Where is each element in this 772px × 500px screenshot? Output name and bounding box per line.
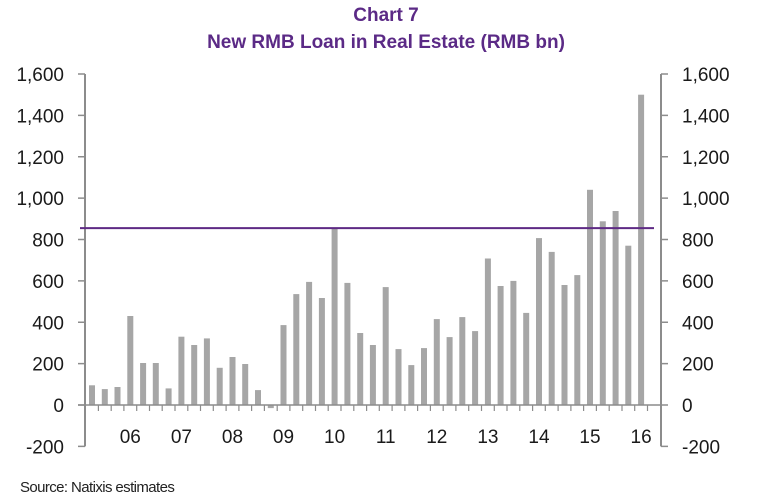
bar <box>293 294 300 405</box>
bar <box>140 363 147 405</box>
x-tick-label: 06 <box>120 427 141 448</box>
bar <box>114 387 121 405</box>
bar <box>280 325 287 405</box>
bar <box>306 281 313 405</box>
right-y-tick-label: 1,600 <box>682 65 730 86</box>
left-y-tick-label: 1,600 <box>16 65 64 86</box>
bar <box>625 245 632 405</box>
left-y-tick-label: 600 <box>32 272 64 293</box>
bar <box>101 389 108 405</box>
bar <box>191 345 198 405</box>
bar <box>510 280 517 405</box>
bar <box>357 333 364 405</box>
bar <box>395 349 402 405</box>
x-tick-label: 11 <box>376 427 396 448</box>
bar <box>587 189 593 405</box>
bar <box>612 211 619 405</box>
left-y-tick-label: 200 <box>32 355 64 376</box>
bar <box>331 228 338 405</box>
source-note: Source: Natixis estimates <box>20 479 175 496</box>
bar <box>638 94 645 405</box>
axes <box>78 73 668 448</box>
bar <box>255 390 261 405</box>
right-y-tick-label: 0 <box>682 396 693 417</box>
bar <box>446 337 453 405</box>
bar <box>574 275 581 405</box>
right-y-tick-label: 1,400 <box>682 106 730 127</box>
x-tick-label: 16 <box>631 427 652 448</box>
bar <box>344 282 351 405</box>
x-tick-label: 10 <box>324 427 345 448</box>
x-tick-label: 15 <box>579 427 600 448</box>
bar <box>318 298 325 405</box>
bar <box>216 367 223 405</box>
x-tick-label: 12 <box>426 427 447 448</box>
left-y-tick-label: 1,200 <box>16 148 64 169</box>
right-y-tick-label: 800 <box>682 231 714 252</box>
left-y-tick-label: 1,400 <box>16 106 64 127</box>
bar <box>203 338 210 405</box>
bar <box>267 405 274 409</box>
right-y-tick-label: 1,000 <box>682 189 730 210</box>
right-y-tick-label: 400 <box>682 313 714 334</box>
bar <box>421 348 427 405</box>
bar <box>536 238 542 405</box>
bar <box>433 319 440 405</box>
bar <box>89 385 95 405</box>
bar <box>242 364 249 405</box>
bar <box>459 317 466 405</box>
x-tick-label: 08 <box>222 427 243 448</box>
bar <box>548 251 555 405</box>
x-tick-label: 09 <box>273 427 294 448</box>
bar <box>472 331 479 405</box>
x-tick-label: 07 <box>171 427 192 448</box>
left-y-tick-label: -200 <box>26 437 64 458</box>
right-y-tick-label: -200 <box>682 437 720 458</box>
left-y-tick-label: 800 <box>32 231 64 252</box>
bar-series <box>89 94 645 409</box>
chart-title-line2: New RMB Loan in Real Estate (RMB bn) <box>207 32 565 53</box>
bar <box>165 388 172 405</box>
x-tick-label: 13 <box>477 427 498 448</box>
right-y-tick-label: 200 <box>682 355 714 376</box>
axis-labels: -200 -200 0 0 200 200 400 400 600 600 800 800 1,000 1… <box>16 65 729 458</box>
bar <box>127 316 134 405</box>
bar <box>599 221 606 405</box>
left-y-tick-label: 1,000 <box>16 189 64 210</box>
chart-title-line1: Chart 7 <box>353 5 419 26</box>
bar <box>408 365 415 405</box>
bar <box>369 345 376 405</box>
left-y-tick-label: 0 <box>53 396 64 417</box>
right-y-tick-label: 600 <box>682 272 714 293</box>
bar <box>229 357 236 405</box>
bar <box>523 312 530 405</box>
x-tick-label: 14 <box>528 427 550 448</box>
left-y-tick-label: 400 <box>32 313 64 334</box>
bar <box>561 285 568 405</box>
bar <box>152 363 159 405</box>
right-y-tick-label: 1,200 <box>682 148 730 169</box>
bar <box>178 336 185 405</box>
bar <box>497 286 504 405</box>
bar <box>382 287 389 405</box>
bar <box>484 258 491 405</box>
